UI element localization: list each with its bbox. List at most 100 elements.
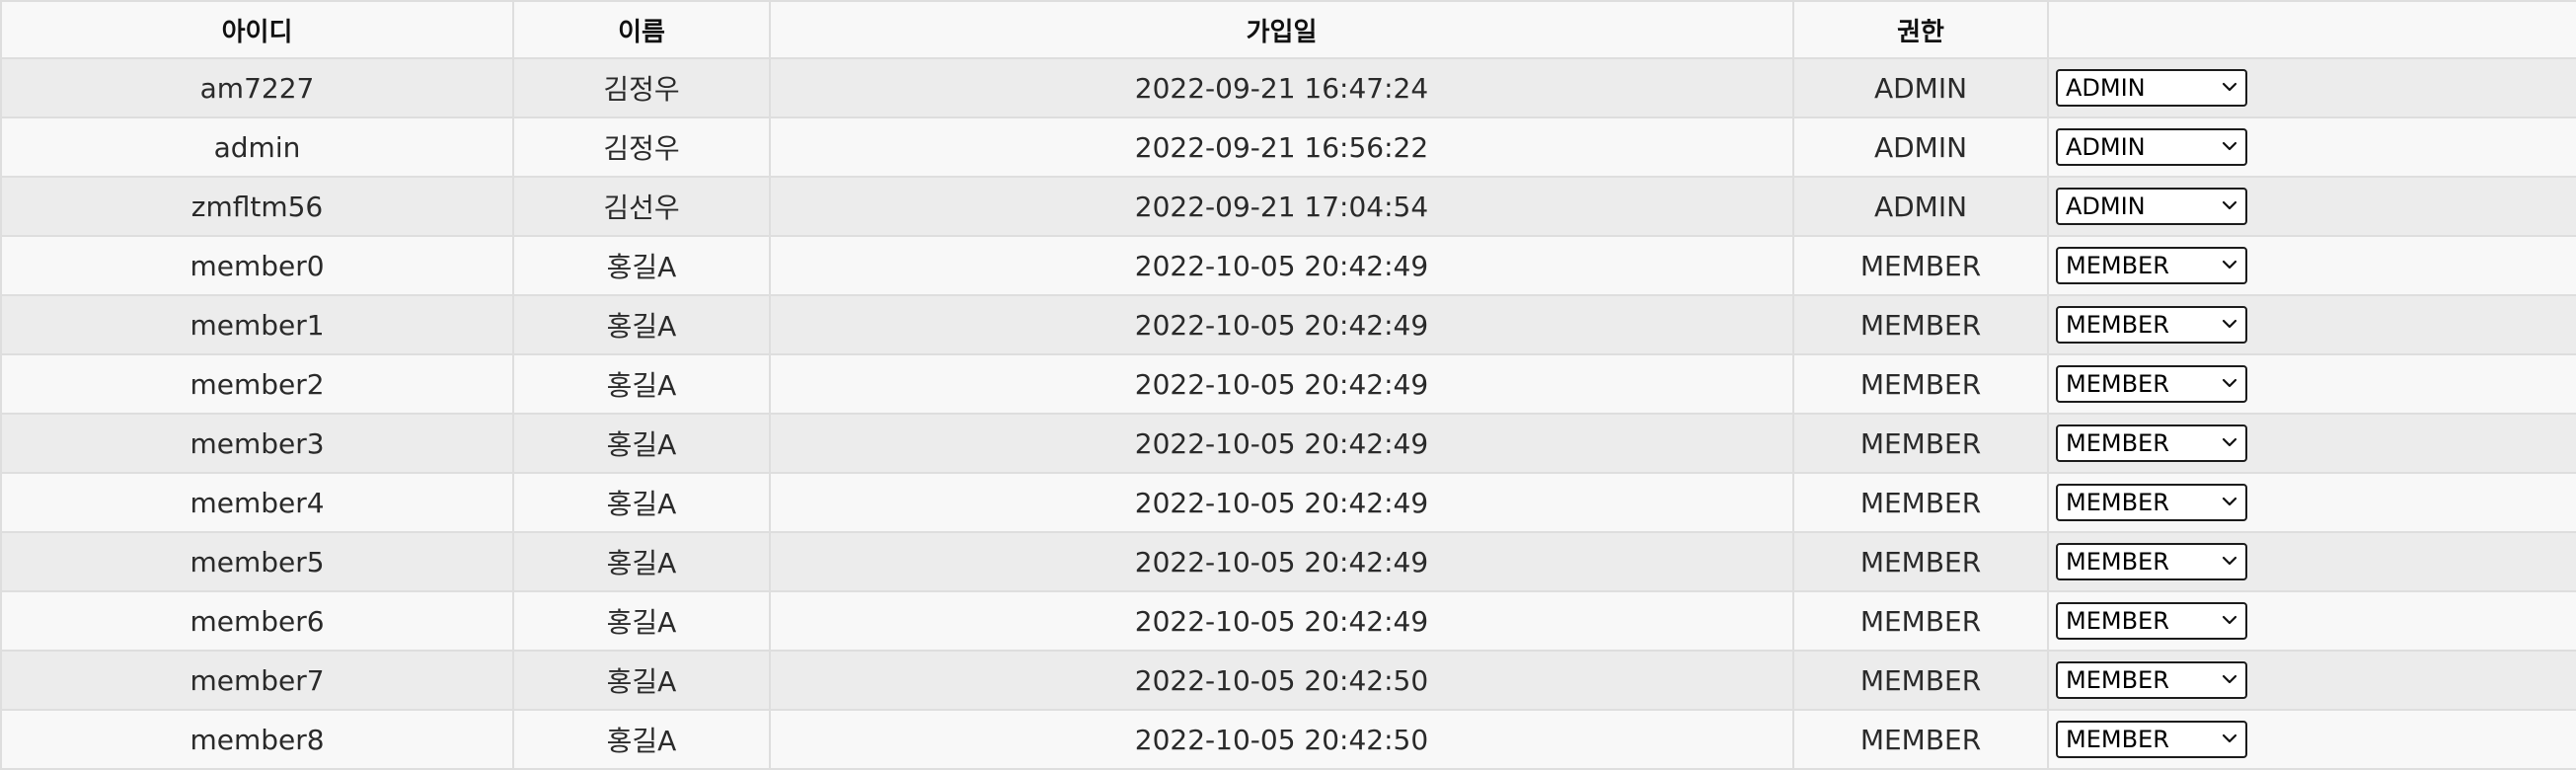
cell-role-action: MEMBER xyxy=(2047,353,2576,415)
chevron-down-icon xyxy=(2222,200,2237,210)
role-select[interactable]: MEMBER xyxy=(2056,721,2247,758)
table-row: member2 홍길A 2022-10-05 20:42:49 MEMBER MEMBE… xyxy=(0,353,2576,415)
cell-role: MEMBER xyxy=(1792,413,2049,474)
chevron-down-icon xyxy=(2222,674,2237,684)
cell-joined-date: 2022-09-21 16:47:24 xyxy=(769,57,1794,118)
cell-role: ADMIN xyxy=(1792,176,2049,237)
chevron-down-icon xyxy=(2222,82,2237,92)
cell-user-id: am7227 xyxy=(0,57,514,118)
role-select[interactable]: MEMBER xyxy=(2056,247,2247,284)
cell-role: MEMBER xyxy=(1792,650,2049,711)
table-body: am7227 김정우 2022-09-21 16:47:24 ADMIN ADMIN ad… xyxy=(0,57,2576,770)
cell-user-id: member6 xyxy=(0,590,514,652)
role-select[interactable]: ADMIN xyxy=(2056,188,2247,225)
cell-user-name: 홍길A xyxy=(512,709,771,770)
cell-user-id: zmfltm56 xyxy=(0,176,514,237)
header-id: 아이디 xyxy=(0,0,514,59)
role-select[interactable]: MEMBER xyxy=(2056,543,2247,580)
role-select[interactable]: MEMBER xyxy=(2056,424,2247,462)
role-select[interactable]: MEMBER xyxy=(2056,602,2247,640)
role-select-value: MEMBER xyxy=(2066,489,2169,516)
cell-user-name: 김정우 xyxy=(512,116,771,178)
table-row: member4 홍길A 2022-10-05 20:42:49 MEMBER MEMBE… xyxy=(0,472,2576,533)
cell-joined-date: 2022-10-05 20:42:49 xyxy=(769,472,1794,533)
table-row: am7227 김정우 2022-09-21 16:47:24 ADMIN ADMIN xyxy=(0,57,2576,118)
cell-user-name: 홍길A xyxy=(512,472,771,533)
table-row: zmfltm56 김선우 2022-09-21 17:04:54 ADMIN ADMIN xyxy=(0,176,2576,237)
table-header: 아이디 이름 가입일 권한 xyxy=(0,0,2576,59)
role-select-value: ADMIN xyxy=(2066,74,2146,102)
cell-user-id: member4 xyxy=(0,472,514,533)
cell-user-id: member5 xyxy=(0,531,514,592)
chevron-down-icon xyxy=(2222,437,2237,447)
header-action xyxy=(2047,0,2576,59)
cell-user-id: member1 xyxy=(0,294,514,355)
role-select-value: MEMBER xyxy=(2066,370,2169,398)
cell-role: MEMBER xyxy=(1792,709,2049,770)
chevron-down-icon xyxy=(2222,556,2237,566)
cell-role-action: MEMBER xyxy=(2047,590,2576,652)
table-row: member1 홍길A 2022-10-05 20:42:49 MEMBER MEMBE… xyxy=(0,294,2576,355)
table-row: member7 홍길A 2022-10-05 20:42:50 MEMBER MEMBE… xyxy=(0,650,2576,711)
role-select-value: MEMBER xyxy=(2066,548,2169,576)
cell-role: MEMBER xyxy=(1792,472,2049,533)
cell-role-action: MEMBER xyxy=(2047,294,2576,355)
role-select[interactable]: ADMIN xyxy=(2056,128,2247,166)
cell-joined-date: 2022-10-05 20:42:49 xyxy=(769,353,1794,415)
cell-joined-date: 2022-10-05 20:42:49 xyxy=(769,413,1794,474)
header-joined-date: 가입일 xyxy=(769,0,1794,59)
cell-user-id: member2 xyxy=(0,353,514,415)
cell-role-action: MEMBER xyxy=(2047,235,2576,296)
cell-role-action: MEMBER xyxy=(2047,650,2576,711)
cell-joined-date: 2022-09-21 17:04:54 xyxy=(769,176,1794,237)
cell-joined-date: 2022-10-05 20:42:49 xyxy=(769,531,1794,592)
cell-user-name: 홍길A xyxy=(512,590,771,652)
header-name: 이름 xyxy=(512,0,771,59)
cell-user-name: 홍길A xyxy=(512,413,771,474)
cell-role-action: MEMBER xyxy=(2047,413,2576,474)
role-select[interactable]: MEMBER xyxy=(2056,484,2247,521)
role-select[interactable]: MEMBER xyxy=(2056,661,2247,699)
cell-role: ADMIN xyxy=(1792,57,2049,118)
cell-user-name: 홍길A xyxy=(512,294,771,355)
cell-role-action: MEMBER xyxy=(2047,531,2576,592)
cell-role: MEMBER xyxy=(1792,590,2049,652)
chevron-down-icon xyxy=(2222,319,2237,329)
role-select-value: MEMBER xyxy=(2066,252,2169,279)
chevron-down-icon xyxy=(2222,497,2237,506)
cell-joined-date: 2022-10-05 20:42:50 xyxy=(769,650,1794,711)
chevron-down-icon xyxy=(2222,733,2237,743)
cell-user-name: 홍길A xyxy=(512,650,771,711)
cell-user-id: member8 xyxy=(0,709,514,770)
role-select-value: MEMBER xyxy=(2066,666,2169,694)
cell-role-action: MEMBER xyxy=(2047,709,2576,770)
role-select-value: MEMBER xyxy=(2066,726,2169,753)
table-row: member5 홍길A 2022-10-05 20:42:49 MEMBER MEMBE… xyxy=(0,531,2576,592)
role-select[interactable]: MEMBER xyxy=(2056,365,2247,403)
cell-user-name: 김정우 xyxy=(512,57,771,118)
chevron-down-icon xyxy=(2222,615,2237,625)
role-select[interactable]: ADMIN xyxy=(2056,69,2247,107)
table-row: admin 김정우 2022-09-21 16:56:22 ADMIN ADMIN xyxy=(0,116,2576,178)
role-select-value: ADMIN xyxy=(2066,133,2146,161)
cell-role-action: ADMIN xyxy=(2047,176,2576,237)
cell-joined-date: 2022-10-05 20:42:49 xyxy=(769,590,1794,652)
table-row: member6 홍길A 2022-10-05 20:42:49 MEMBER MEMBE… xyxy=(0,590,2576,652)
cell-user-id: member3 xyxy=(0,413,514,474)
cell-role-action: MEMBER xyxy=(2047,472,2576,533)
table-row: member3 홍길A 2022-10-05 20:42:49 MEMBER MEMBE… xyxy=(0,413,2576,474)
chevron-down-icon xyxy=(2222,141,2237,151)
cell-user-id: member7 xyxy=(0,650,514,711)
cell-user-name: 홍길A xyxy=(512,353,771,415)
cell-user-id: member0 xyxy=(0,235,514,296)
cell-role: MEMBER xyxy=(1792,531,2049,592)
role-select[interactable]: MEMBER xyxy=(2056,306,2247,344)
role-select-value: ADMIN xyxy=(2066,192,2146,220)
cell-role-action: ADMIN xyxy=(2047,116,2576,178)
cell-joined-date: 2022-09-21 16:56:22 xyxy=(769,116,1794,178)
cell-role: MEMBER xyxy=(1792,294,2049,355)
role-select-value: MEMBER xyxy=(2066,607,2169,635)
cell-user-name: 홍길A xyxy=(512,235,771,296)
header-row: 아이디 이름 가입일 권한 xyxy=(0,0,2576,59)
